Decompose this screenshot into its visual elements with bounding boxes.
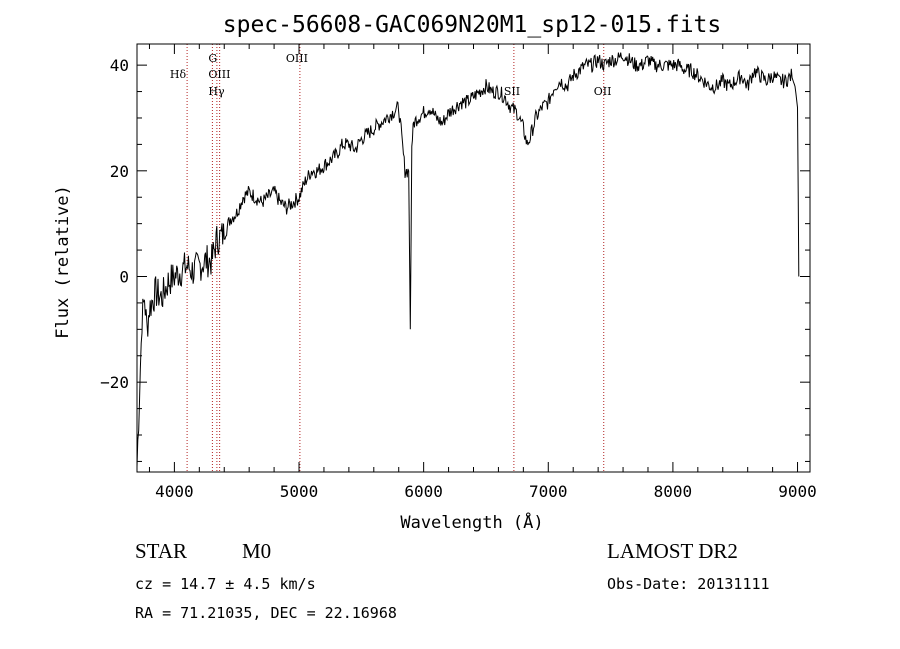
survey-name: LAMOST DR2 xyxy=(607,539,738,563)
spectral-line-label: SII xyxy=(504,85,520,98)
redshift-velocity: cz = 14.7 ± 4.5 km/s xyxy=(135,575,316,593)
spectral-line-labels: Hδ G OIII Hγ OIII SII OII xyxy=(170,52,612,98)
axis-ticks xyxy=(137,44,810,472)
spectrum-series xyxy=(136,52,800,468)
x-tick-label: 9000 xyxy=(778,482,817,501)
x-tick-label: 5000 xyxy=(280,482,319,501)
spectral-line-label: Hδ xyxy=(170,68,187,81)
x-tick-label: 8000 xyxy=(654,482,693,501)
object-class: STAR xyxy=(135,539,187,563)
y-tick-label: 40 xyxy=(110,56,129,75)
observation-date: Obs-Date: 20131111 xyxy=(607,575,770,593)
coordinates: RA = 71.21035, DEC = 22.16968 xyxy=(135,604,397,622)
spectral-line-label: Hγ xyxy=(208,85,225,98)
spectrum-line xyxy=(136,52,800,468)
axis-tick-labels: 4000 5000 6000 7000 8000 9000 −20 0 20 40 xyxy=(100,56,817,501)
spectral-line-label: OII xyxy=(594,85,612,98)
plot-frame xyxy=(136,43,811,473)
x-axis-label: Wavelength (Å) xyxy=(400,511,543,533)
object-subclass: M0 xyxy=(242,539,272,563)
y-tick-label: −20 xyxy=(100,373,129,392)
y-axis-label: Flux (relative) xyxy=(53,185,73,339)
spectral-line-label: OIII xyxy=(286,52,308,65)
spectral-line-label: OIII xyxy=(208,68,230,81)
spectral-line-label: G xyxy=(208,52,217,65)
chart-title: spec-56608-GAC069N20M1_sp12-015.fits xyxy=(223,12,722,38)
y-tick-label: 20 xyxy=(110,162,129,181)
y-tick-label: 0 xyxy=(119,267,129,286)
x-tick-label: 4000 xyxy=(155,482,194,501)
x-tick-label: 7000 xyxy=(529,482,568,501)
x-tick-label: 6000 xyxy=(404,482,443,501)
